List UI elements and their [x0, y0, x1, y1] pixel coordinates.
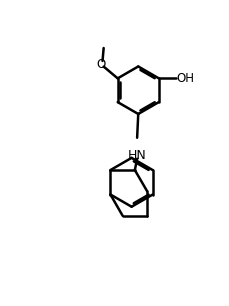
Text: O: O — [97, 58, 106, 71]
Text: HN: HN — [128, 149, 147, 162]
Text: OH: OH — [177, 72, 195, 85]
